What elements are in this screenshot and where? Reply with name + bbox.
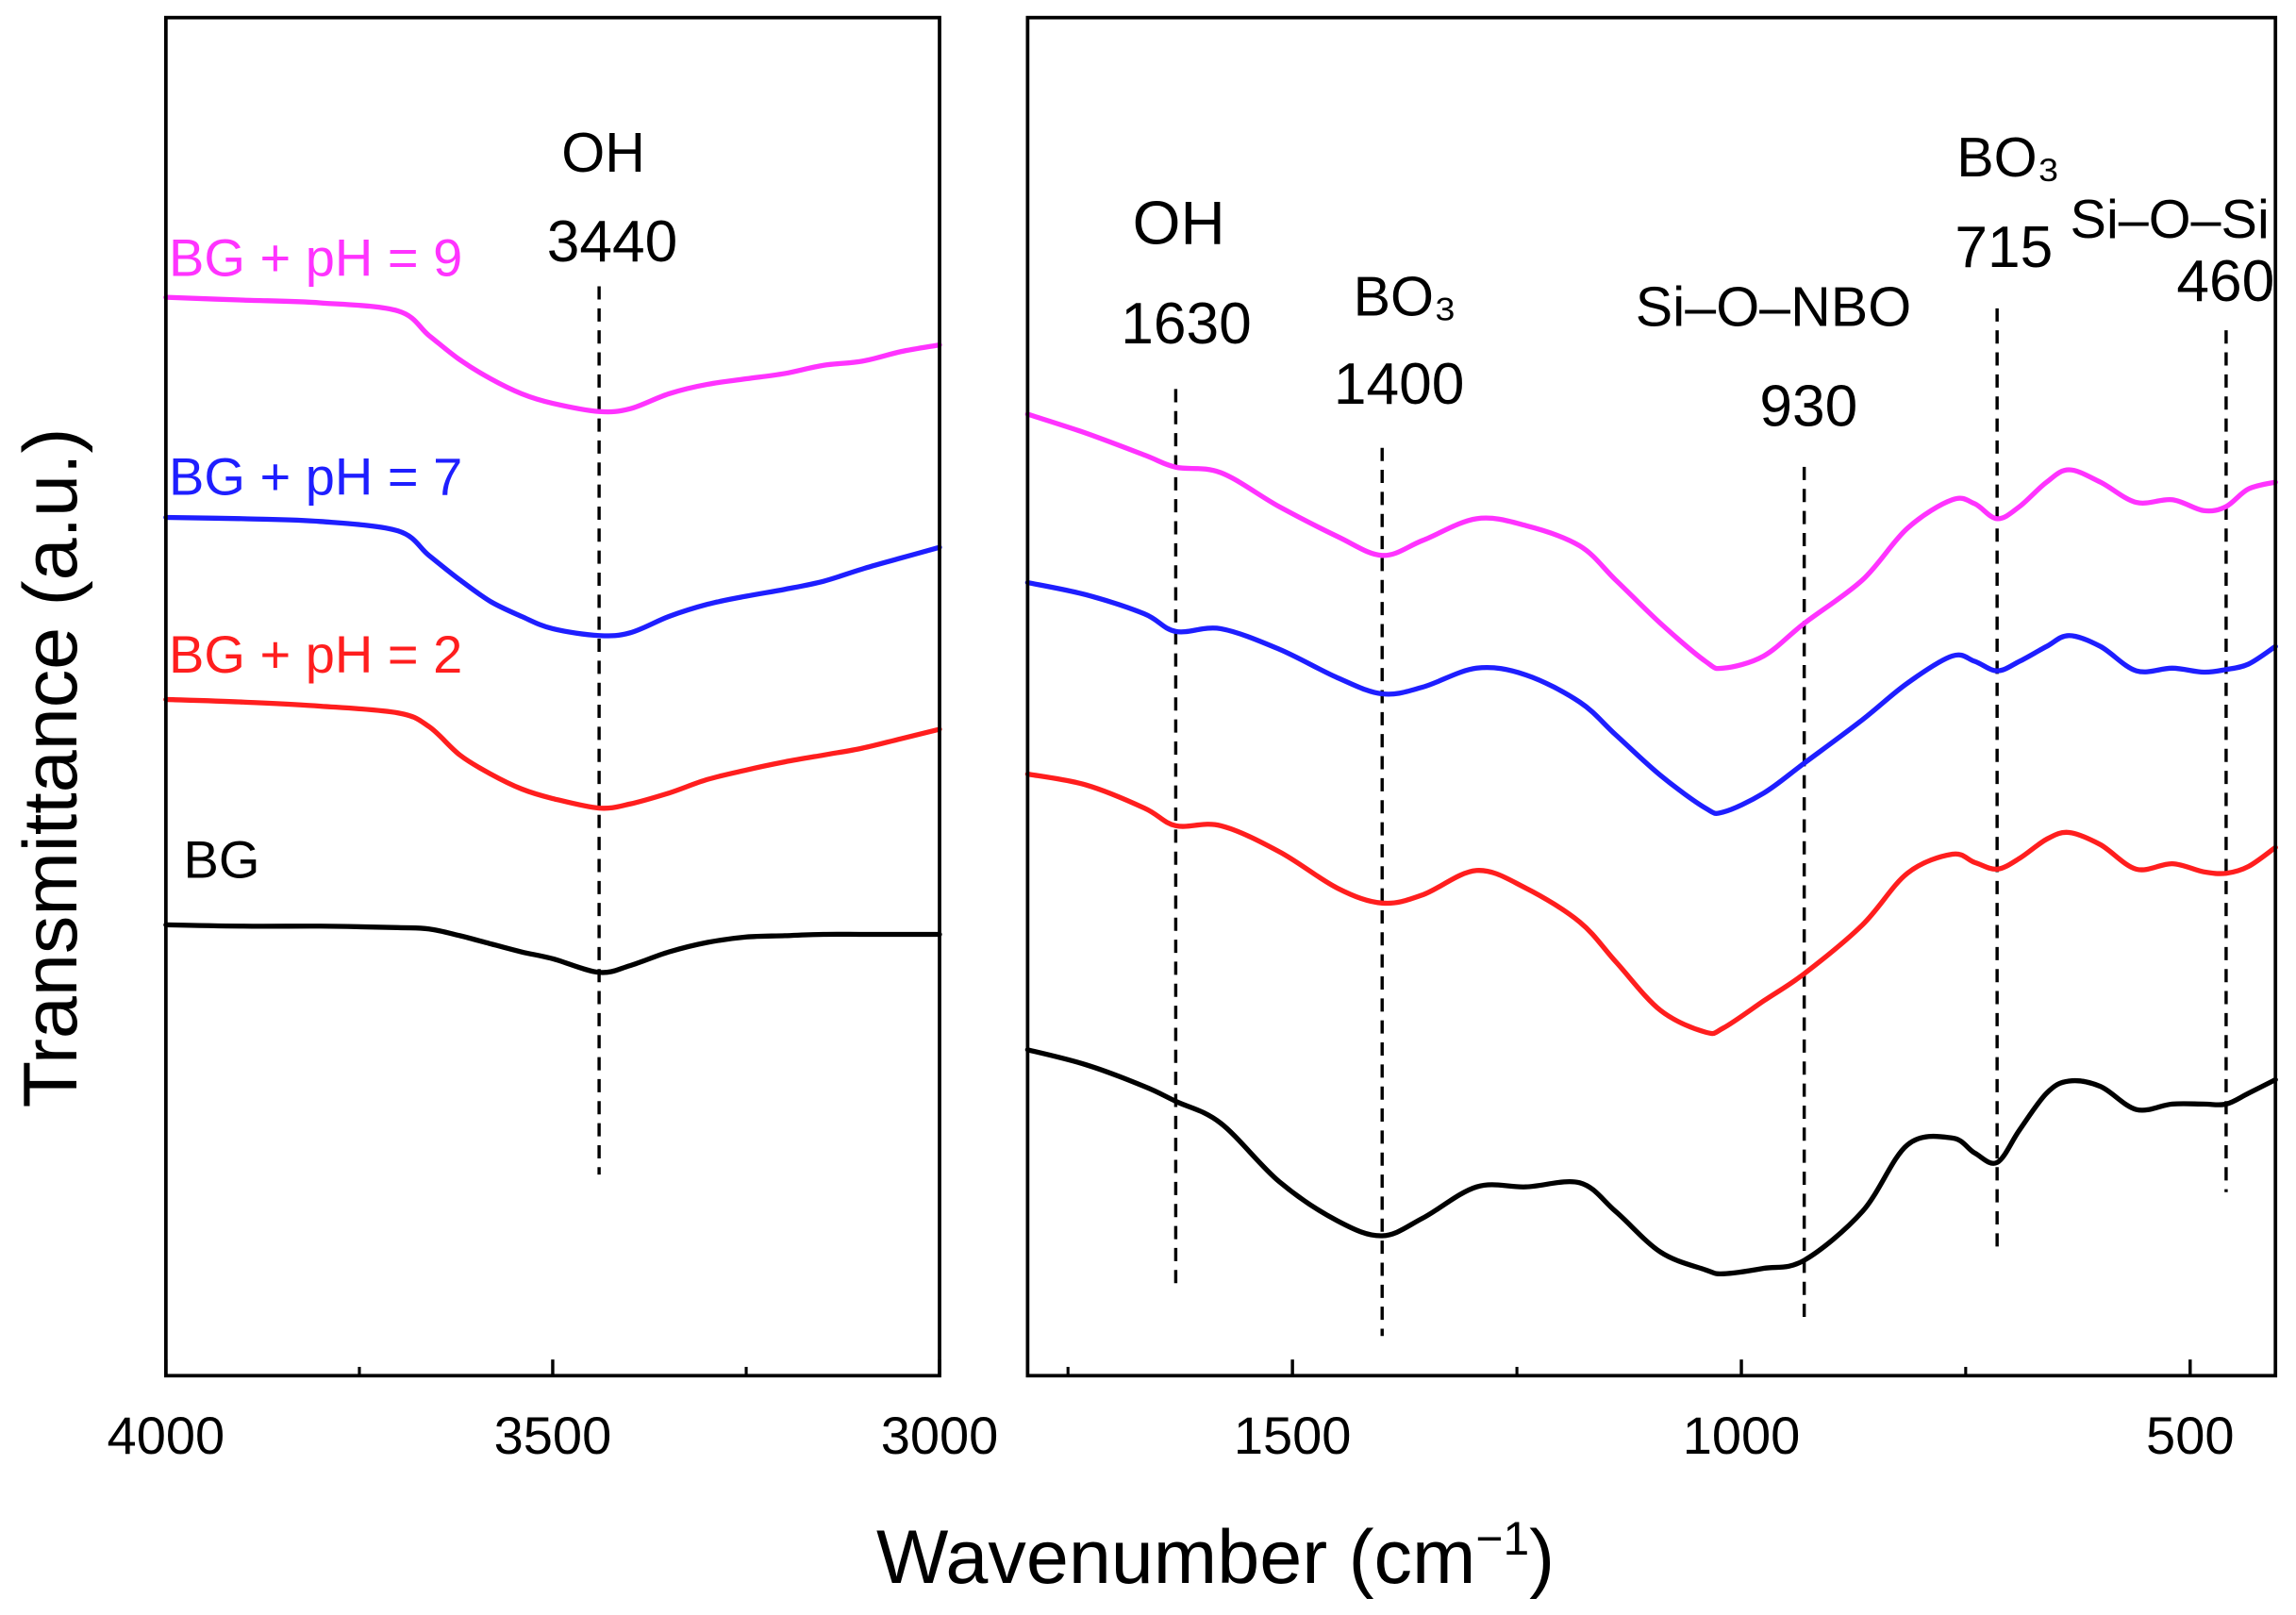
right-peak-group-label-1400: BO₃ bbox=[1354, 265, 1457, 328]
right-peak-group-label-1630: OH bbox=[1133, 188, 1225, 257]
left-x-tick-label-3500: 3500 bbox=[494, 1406, 612, 1465]
right-x-tick-label-1500: 1500 bbox=[1234, 1406, 1352, 1465]
series-label-bg-ph-7: BG + pH = 7 bbox=[169, 446, 462, 506]
left-series-line-bg-ph-2 bbox=[163, 696, 942, 811]
right-panel-frame bbox=[1025, 15, 2278, 1378]
left-series-line-bg bbox=[163, 922, 942, 975]
left-series-line-bg-ph-9 bbox=[163, 294, 942, 415]
left-series-line-bg-ph-7 bbox=[163, 514, 942, 639]
x-axis-label-superscript: −1 bbox=[1475, 1512, 1529, 1565]
right-peak-group-label-930: Si–O–NBO bbox=[1636, 275, 1911, 339]
right-peak-value-label-930: 930 bbox=[1759, 374, 1857, 439]
x-axis-label-main: Wavenumber (cm bbox=[876, 1515, 1475, 1600]
x-axis-label: Wavenumber (cm−1) bbox=[876, 1512, 1555, 1600]
right-x-tick-label-500: 500 bbox=[2146, 1406, 2234, 1465]
right-peak-value-label-1400: 1400 bbox=[1334, 352, 1464, 417]
left-panel-frame bbox=[163, 15, 941, 1378]
right-series-line-bg bbox=[1024, 1047, 2278, 1277]
right-peak-value-label-1630: 1630 bbox=[1121, 291, 1251, 357]
right-series-line-bg-ph-9 bbox=[1024, 411, 2278, 672]
y-axis-label: Transmittance (a.u.) bbox=[8, 428, 93, 1108]
right-peak-value-label-715: 715 bbox=[1955, 215, 2053, 280]
series-label-bg-ph-9: BG + pH = 9 bbox=[169, 228, 462, 288]
right-panel-plot-area: OH 1630 BO₃ 1400 Si–O–NBO 930 BO₃ 715 Si–O–Si460… bbox=[1024, 125, 2278, 1465]
left-x-tick-label-4000: 4000 bbox=[108, 1406, 225, 1465]
right-x-tick-label-1000: 1000 bbox=[1683, 1406, 1801, 1465]
right-peak-group-label-715: BO₃ bbox=[1956, 125, 2060, 189]
left-x-tick-label-3000: 3000 bbox=[881, 1406, 999, 1465]
series-label-bg: BG bbox=[184, 830, 260, 890]
left-panel-plot-area: BG + pH = 9 BG + pH = 7 BG + pH = 2 BG OH 344… bbox=[108, 121, 999, 1465]
left-peak-value-label-3440: 3440 bbox=[547, 209, 677, 275]
right-series-line-bg-ph-7 bbox=[1024, 579, 2278, 816]
right-peak-value-label-460: 460 bbox=[2176, 249, 2274, 314]
right-series-line-bg-ph-2 bbox=[1024, 771, 2278, 1037]
left-peak-group-label-3440: OH bbox=[561, 121, 645, 184]
x-axis-label-close: ) bbox=[1529, 1515, 1555, 1600]
series-label-bg-ph-2: BG + pH = 2 bbox=[169, 624, 462, 684]
right-peak-group-label-460: Si–O–Si bbox=[2071, 190, 2270, 250]
